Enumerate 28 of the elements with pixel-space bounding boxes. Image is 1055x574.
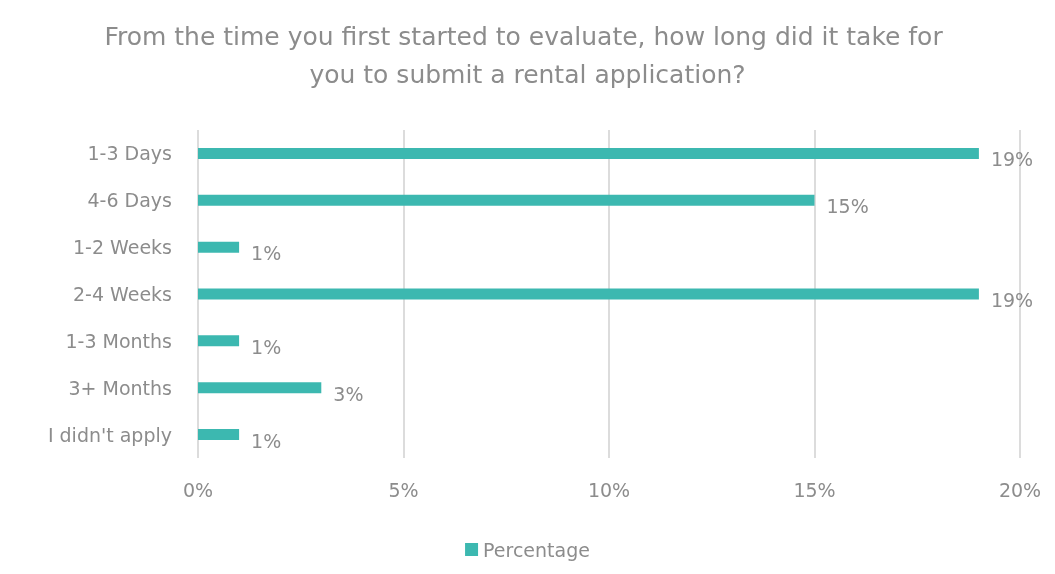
- bar: [198, 241, 240, 253]
- chart-title: From the time you first started to evaluate, how long did it take for you to submit a rental application?: [104, 21, 951, 89]
- bar: [198, 288, 979, 300]
- y-tick-label: 1-2 Weeks: [72, 236, 172, 259]
- data-label: 19%: [990, 148, 1034, 171]
- y-tick-label: 2-4 Weeks: [72, 283, 172, 305]
- bar: [198, 429, 240, 441]
- bar: [198, 335, 240, 347]
- bar: [198, 382, 322, 394]
- legend-label: Percentage: [483, 538, 590, 561]
- bar: [198, 194, 815, 206]
- x-tick-label: 10%: [587, 478, 631, 501]
- data-label: 15%: [826, 195, 869, 218]
- y-tick-label: 4-6 Days: [87, 189, 172, 212]
- y-tick-label: I didn't apply: [47, 423, 172, 446]
- data-label: 1%: [251, 335, 282, 358]
- x-tick-label: 15%: [793, 478, 836, 501]
- y-tick-label: 3+ Months: [68, 376, 172, 399]
- x-tick-label: 5%: [388, 478, 419, 501]
- data-label: 19%: [990, 289, 1034, 311]
- data-label: 3%: [333, 382, 364, 405]
- x-tick-label: 0%: [182, 478, 214, 501]
- data-label: 1%: [251, 429, 282, 452]
- y-tick-label: 1-3 Months: [65, 329, 172, 352]
- data-label: 1%: [251, 242, 282, 265]
- y-tick-label: 1-3 Days: [87, 142, 172, 165]
- bar: [198, 147, 979, 159]
- x-tick-label: 20%: [998, 478, 1042, 501]
